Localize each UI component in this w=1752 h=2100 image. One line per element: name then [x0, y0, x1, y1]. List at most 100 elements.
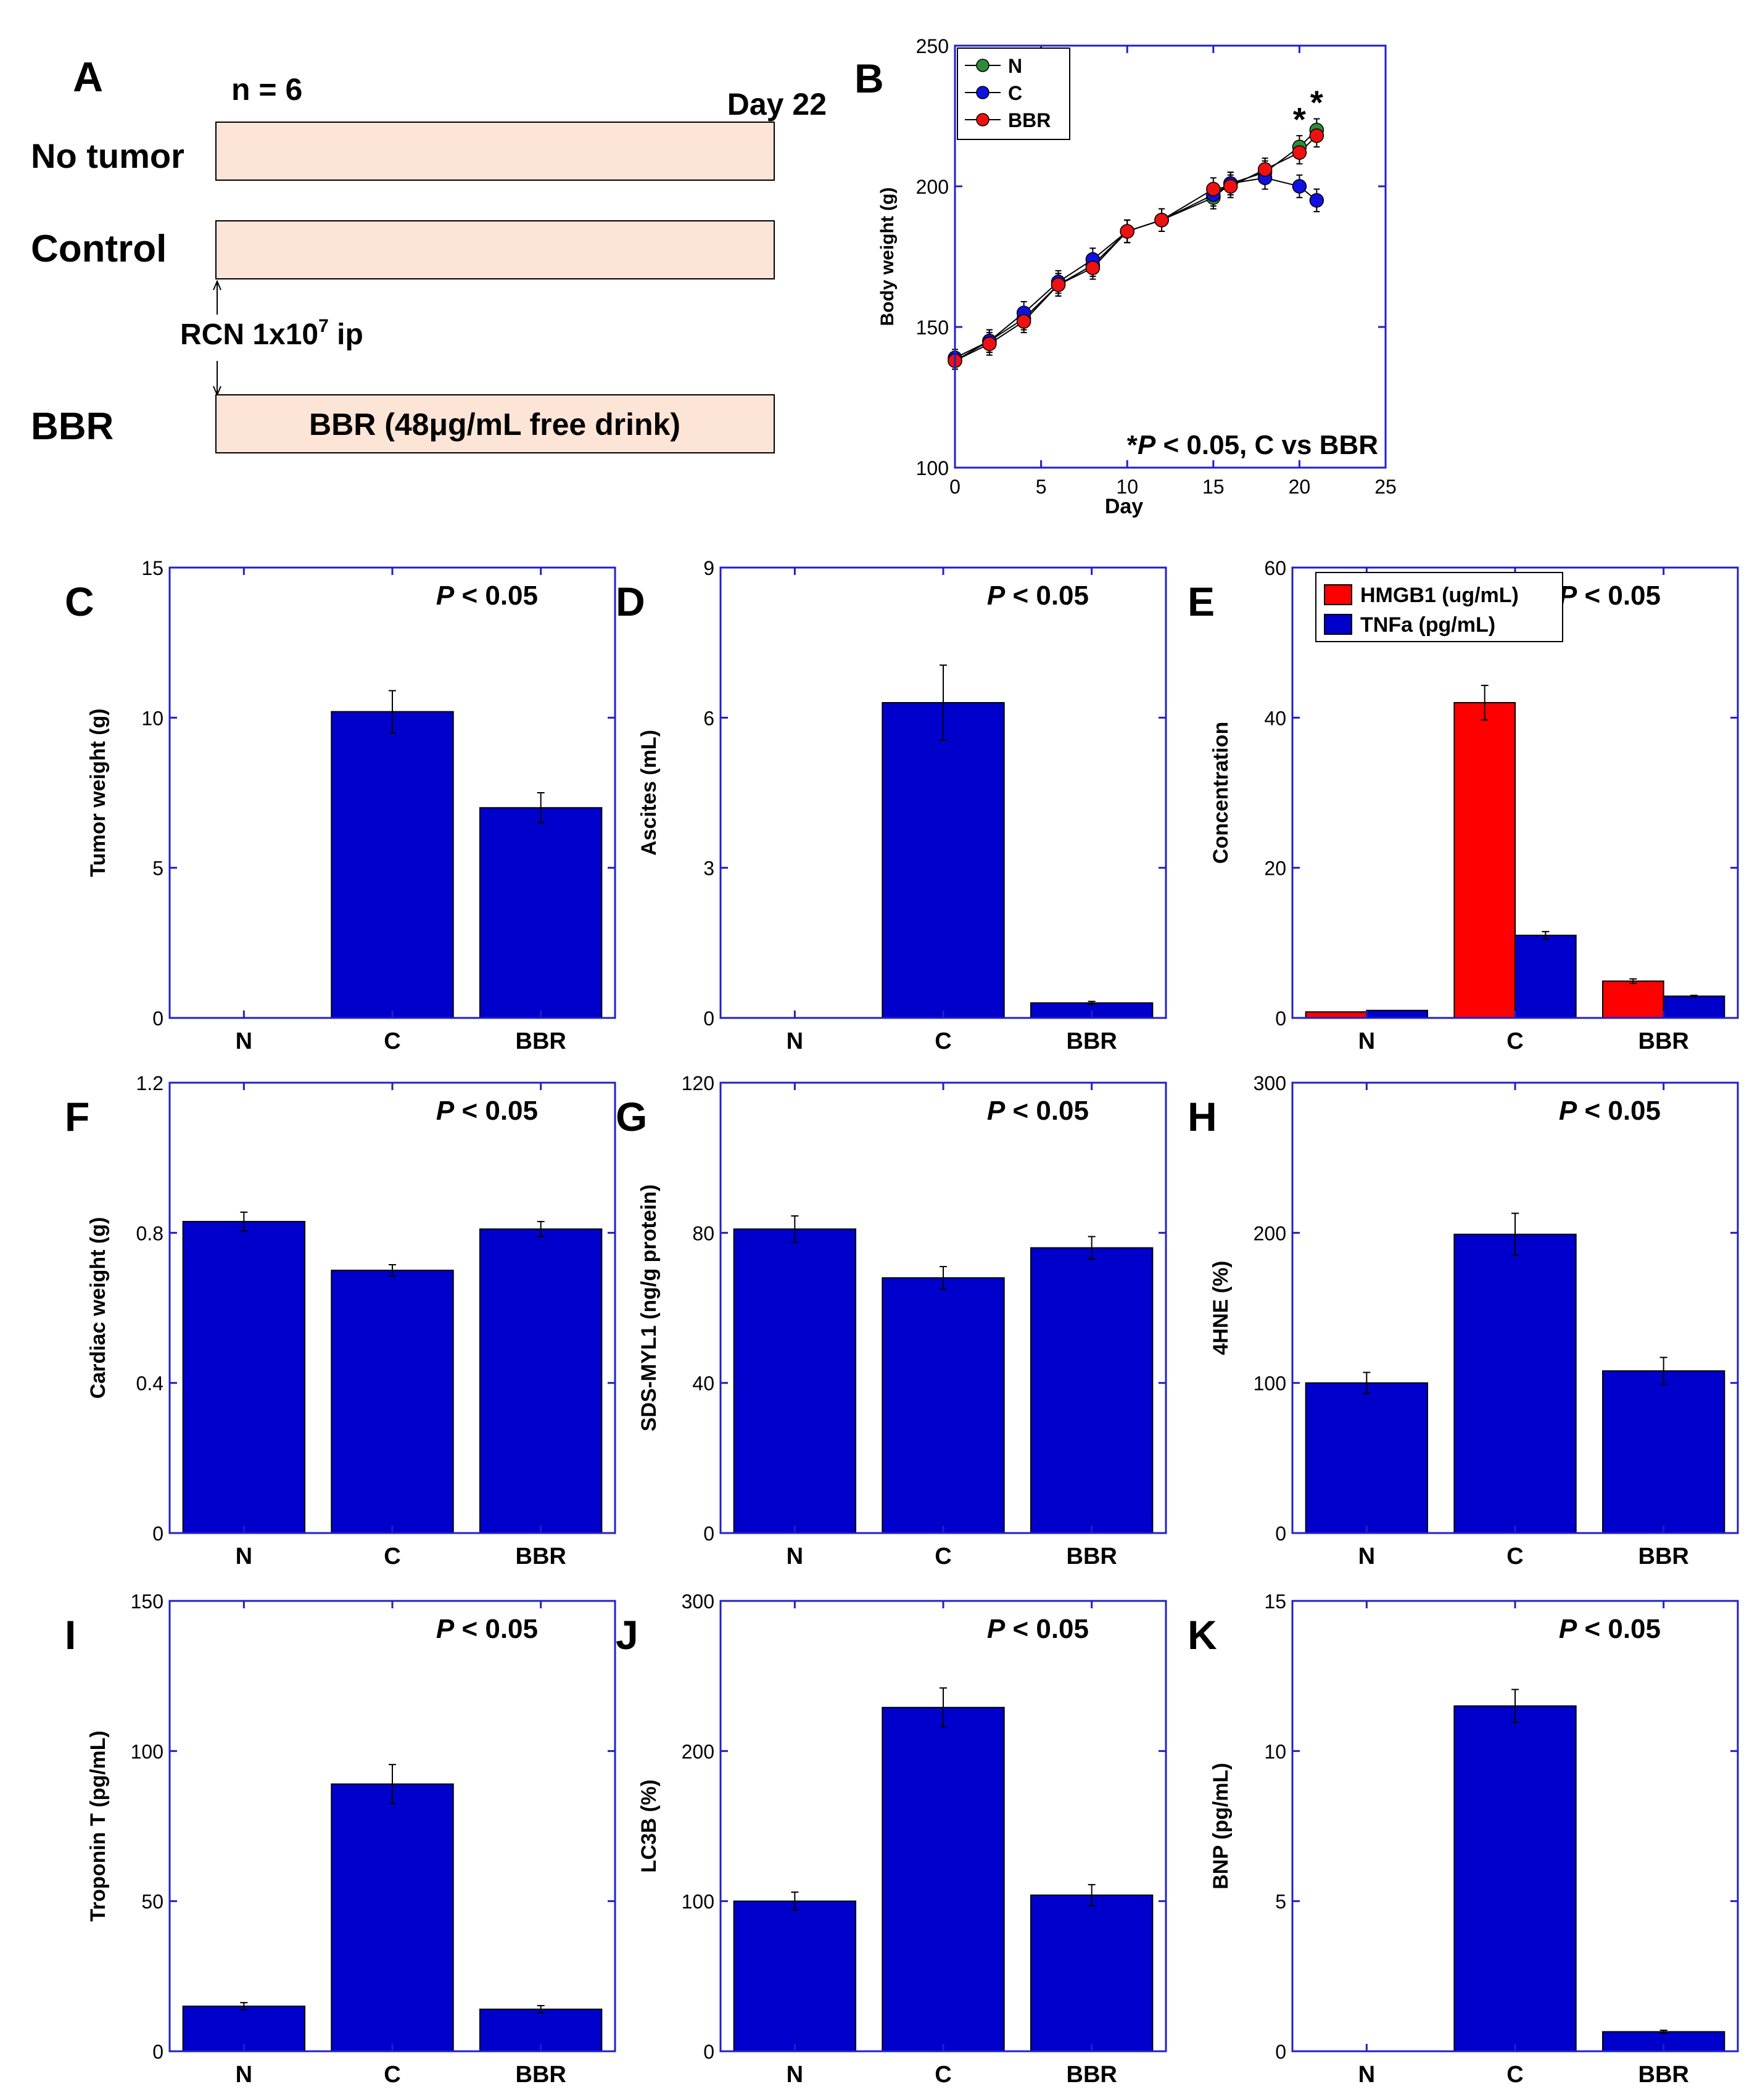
y-tick-label-c: 15 [141, 557, 163, 579]
bar-i-n [182, 2006, 306, 2052]
significance-star-b-0: * [1293, 101, 1306, 138]
x-tick-label-b: 15 [1202, 476, 1225, 498]
y-axis-label-h: 4HNE (%) [1209, 1260, 1233, 1355]
y-axis-label-k: BNP (pg/mL) [1209, 1763, 1233, 1889]
bar-g-c [882, 1277, 1005, 1534]
y-tick-label-k: 15 [1264, 1590, 1286, 1613]
panel-d-ascites-chart: D N C BBR 0 3 6 9 Ascites (mL) P < 0.05 [616, 557, 1167, 1054]
y-tick-label-g: 0 [703, 1523, 714, 1545]
bar-h-bbr [1601, 1370, 1725, 1534]
x-tick-label-f-bbr: BBR [516, 1544, 566, 1569]
bar-g-bbr [1030, 1247, 1154, 1534]
bar-j-bbr [1030, 1894, 1154, 2052]
y-tick-label-b: 250 [916, 35, 949, 57]
p-value-g: P < 0.05 [987, 1096, 1089, 1126]
y-tick-label-d: 0 [703, 1007, 714, 1030]
y-tick-label-j: 0 [703, 2041, 714, 2063]
x-tick-label-b: 25 [1374, 476, 1397, 498]
x-tick-label-f-c: C [384, 1544, 400, 1569]
y-axis-label-i: Troponin T (pg/mL) [86, 1730, 110, 1922]
y-tick-label-h: 200 [1254, 1222, 1286, 1244]
panel-a-letter: A [73, 54, 103, 101]
x-tick-label-g-n: N [787, 1544, 803, 1569]
y-tick-label-g: 40 [692, 1373, 714, 1395]
data-point-bbr [1223, 179, 1238, 194]
y-tick-label-k: 10 [1264, 1740, 1286, 1763]
bar-i-c [331, 1783, 454, 2052]
y-tick-label-f: 0 [152, 1523, 163, 1545]
bar-e-bbr-s0 [1601, 980, 1664, 1019]
x-tick-label-d-n: N [787, 1028, 803, 1054]
panel-d-letter: D [616, 579, 645, 624]
y-axis-label-d: Ascites (mL) [637, 730, 661, 856]
bar-e-bbr-s1 [1663, 995, 1725, 1019]
data-point-c [1309, 193, 1324, 208]
y-tick-label-j: 300 [682, 1590, 714, 1613]
x-tick-label-f-n: N [236, 1544, 252, 1569]
data-point-bbr [1154, 212, 1169, 228]
data-point-bbr [1016, 314, 1031, 329]
bar-e-c-s1 [1514, 935, 1577, 1019]
legend-label-b-1: C [1008, 82, 1022, 104]
bar-f-bbr [479, 1228, 603, 1534]
x-tick-label-e-c: C [1506, 1028, 1523, 1054]
y-tick-label-h: 300 [1254, 1072, 1286, 1094]
panel-i-letter: I [65, 1612, 76, 1658]
x-tick-label-j-n: N [787, 2062, 803, 2088]
panel-g-letter: G [616, 1094, 647, 1139]
x-tick-label-i-c: C [384, 2062, 400, 2088]
y-tick-label-h: 0 [1275, 1523, 1286, 1545]
y-axis-label-b: Body weight (g) [877, 188, 898, 326]
p-value-e: P < 0.05 [1559, 581, 1661, 611]
y-tick-label-i: 100 [131, 1740, 163, 1763]
y-tick-label-g: 80 [692, 1222, 714, 1244]
bar-j-n [733, 1900, 857, 2052]
row-label-control: Control [31, 228, 167, 270]
y-tick-label-e: 60 [1264, 557, 1286, 579]
data-point-bbr [1206, 181, 1221, 197]
data-point-c [1292, 179, 1307, 194]
p-value-k: P < 0.05 [1559, 1614, 1661, 1644]
panel-e-letter: E [1188, 579, 1215, 624]
significance-star-b-1: * [1310, 85, 1323, 122]
panel-c-tumor-weight-chart: C N C BBR 0 5 10 15 Tumor weight (g) P < 0.05 [65, 557, 616, 1054]
bbr-treatment-label: BBR (48μg/mL free drink) [309, 407, 680, 442]
data-point-bbr [1085, 260, 1101, 275]
legend-swatch-e-0 [1324, 584, 1352, 605]
timeline-box-no-tumor [215, 122, 775, 181]
x-tick-label-j-c: C [935, 2062, 951, 2088]
panel-i-troponin-t-chart: I N C BBR 0 50 100 150 Troponin T (pg/mL) P < 0.0… [65, 1590, 616, 2088]
y-axis-label-e: Concentration [1209, 722, 1233, 864]
x-tick-label-g-bbr: BBR [1067, 1544, 1117, 1569]
bar-e-n-s1 [1366, 1009, 1429, 1019]
y-tick-label-f: 0.8 [136, 1222, 163, 1244]
cohort-size-label: n = 6 [231, 72, 302, 107]
bar-k-c [1453, 1705, 1577, 2052]
p-value-j: P < 0.05 [987, 1614, 1089, 1644]
p-value-c: P < 0.05 [436, 581, 538, 611]
y-tick-label-b: 100 [916, 457, 949, 479]
panel-e-concentration-chart: E N C BBR 0 20 40 60 Concentration P < 0.05 HMGB1 … [1188, 557, 1739, 1054]
y-tick-label-k: 0 [1275, 2041, 1286, 2063]
x-tick-label-e-bbr: BBR [1638, 1028, 1689, 1054]
bar-f-n [182, 1221, 306, 1534]
x-tick-label-c-n: N [236, 1028, 252, 1054]
bar-j-c [882, 1706, 1005, 2052]
y-tick-label-e: 40 [1264, 707, 1286, 729]
x-tick-label-k-c: C [1506, 2062, 1523, 2088]
data-point-bbr [1257, 162, 1273, 177]
y-tick-label-f: 1.2 [136, 1072, 163, 1094]
y-axis-label-c: Tumor weight (g) [86, 708, 110, 877]
legend-label-e-1: TNFa (pg/mL) [1360, 613, 1495, 637]
y-tick-label-i: 50 [141, 1891, 163, 1913]
y-tick-label-c: 0 [152, 1007, 163, 1030]
y-tick-label-h: 100 [1254, 1373, 1286, 1395]
y-axis-label-f: Cardiac weight (g) [86, 1217, 110, 1399]
y-tick-label-f: 0.4 [136, 1373, 163, 1395]
panel-j-letter: J [616, 1612, 638, 1658]
panel-c-letter: C [65, 579, 94, 624]
y-axis-label-g: SDS-MYL1 (ng/g protein) [637, 1184, 661, 1431]
plot-frame-b [954, 44, 1387, 469]
injection-label: RCN 1x107 ip [180, 316, 363, 351]
timeline-box-control [215, 220, 775, 279]
